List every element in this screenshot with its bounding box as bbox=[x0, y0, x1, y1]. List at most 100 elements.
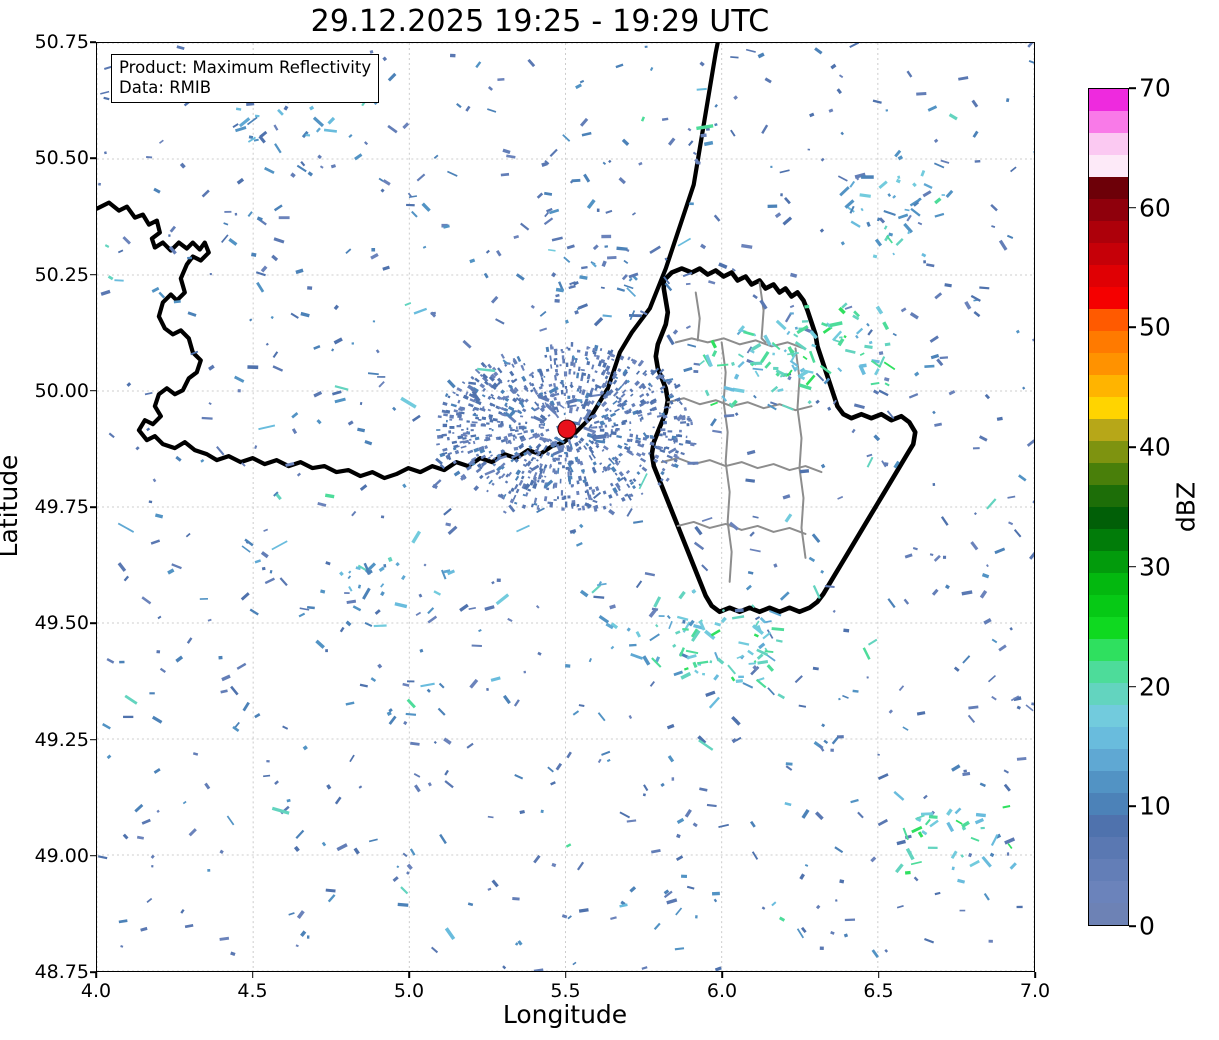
radar-echo-cell bbox=[345, 701, 355, 706]
radar-echo-cell bbox=[933, 138, 939, 143]
radar-echo-cell bbox=[860, 207, 864, 212]
radar-echo-cell bbox=[944, 584, 950, 590]
radar-echo-cell bbox=[618, 471, 624, 477]
radar-echo-cell bbox=[649, 680, 655, 687]
radar-echo-cell bbox=[459, 406, 466, 411]
radar-echo-cell bbox=[873, 434, 881, 442]
radar-echo-cell bbox=[508, 504, 516, 513]
radar-echo-cell bbox=[566, 445, 570, 452]
radar-echo-cell bbox=[934, 212, 945, 218]
colorbar-band bbox=[1089, 155, 1128, 177]
radar-echo-cell bbox=[808, 350, 816, 364]
radar-echo-cell bbox=[291, 412, 299, 419]
radar-echo-cell bbox=[602, 362, 607, 368]
radar-echo-cell bbox=[586, 379, 590, 384]
radar-echo-cell bbox=[939, 356, 949, 360]
radar-echo-cell bbox=[990, 203, 998, 212]
radar-echo-cell bbox=[529, 479, 535, 486]
radar-echo-cell bbox=[759, 616, 767, 624]
radar-echo-cell bbox=[153, 768, 161, 774]
radar-echo-cell bbox=[577, 507, 582, 511]
radar-echo-cell bbox=[1031, 702, 1034, 707]
radar-echo-cell bbox=[525, 421, 528, 425]
radar-echo-cell bbox=[619, 903, 628, 908]
radar-echo-cell bbox=[445, 419, 448, 423]
radar-echo-cell bbox=[354, 153, 363, 161]
radar-echo-cell bbox=[743, 330, 755, 337]
radar-echo-cell bbox=[447, 395, 451, 399]
radar-echo-cell bbox=[653, 596, 662, 608]
radar-echo-cell bbox=[444, 769, 449, 776]
radar-echo-cell bbox=[359, 401, 363, 406]
x-tick-label: 4.0 bbox=[80, 980, 112, 1002]
radar-echo-cell bbox=[1013, 529, 1022, 538]
radar-echo-cell bbox=[819, 364, 832, 375]
radar-echo-cell bbox=[479, 466, 483, 470]
radar-echo-cell bbox=[756, 653, 764, 660]
radar-echo-cell bbox=[964, 300, 972, 310]
radar-echo-cell bbox=[563, 412, 566, 416]
radar-echo-cell bbox=[171, 563, 182, 570]
radar-echo-cell bbox=[582, 471, 585, 474]
radar-echo-cell bbox=[666, 334, 675, 346]
radar-echo-cell bbox=[996, 416, 1003, 421]
radar-echo-cell bbox=[108, 432, 115, 439]
radar-echo-cell bbox=[400, 396, 417, 409]
radar-echo-cell bbox=[593, 317, 604, 327]
radar-echo-cell bbox=[752, 294, 758, 300]
colorbar-band bbox=[1089, 441, 1128, 463]
radar-echo-cell bbox=[351, 342, 355, 345]
radar-echo-cell bbox=[404, 302, 412, 307]
radar-echo-cell bbox=[921, 830, 928, 836]
radar-echo-cell bbox=[500, 389, 505, 395]
radar-echo-cell bbox=[536, 449, 540, 453]
radar-echo-cell bbox=[685, 325, 691, 330]
radar-echo-cell bbox=[800, 926, 807, 934]
radar-echo-cell bbox=[541, 479, 545, 483]
radar-echo-cell bbox=[415, 611, 422, 616]
radar-echo-cell bbox=[347, 575, 352, 580]
radar-echo-cell bbox=[535, 453, 540, 457]
radar-echo-cell bbox=[945, 189, 954, 198]
radar-echo-cell bbox=[906, 214, 912, 222]
radar-echo-cell bbox=[679, 429, 682, 433]
radar-echo-cell bbox=[621, 274, 628, 281]
radar-echo-cell bbox=[572, 961, 577, 966]
radar-echo-cell bbox=[316, 419, 322, 425]
radar-echo-cell bbox=[553, 482, 558, 488]
radar-echo-cell bbox=[731, 715, 741, 726]
radar-echo-cell bbox=[682, 619, 686, 624]
x-tick-label: 6.5 bbox=[863, 980, 894, 1002]
radar-echo-cell bbox=[652, 426, 655, 429]
radar-echo-cell bbox=[582, 416, 590, 424]
radar-echo-cell bbox=[247, 136, 257, 143]
radar-echo-cell bbox=[955, 819, 963, 825]
radar-echo-cell bbox=[543, 464, 548, 469]
y-tick-label: 49.00 bbox=[34, 844, 89, 867]
radar-echo-cell bbox=[780, 193, 783, 197]
radar-echo-cell bbox=[230, 685, 239, 696]
radar-echo-cell bbox=[453, 444, 459, 448]
radar-echo-cell bbox=[519, 435, 525, 440]
radar-echo-cell bbox=[562, 465, 565, 469]
radar-echo-cell bbox=[930, 353, 940, 360]
radar-echo-cell bbox=[666, 614, 671, 620]
radar-echo-cell bbox=[1006, 234, 1014, 239]
radar-echo-cell bbox=[514, 475, 520, 481]
radar-echo-cell bbox=[802, 355, 808, 361]
radar-echo-cell bbox=[520, 398, 526, 404]
radar-echo-cell bbox=[496, 578, 501, 583]
radar-echo-cell bbox=[663, 378, 674, 382]
radar-echo-cell bbox=[639, 418, 642, 422]
radar-echo-cell bbox=[799, 873, 805, 880]
radar-echo-cell bbox=[614, 408, 620, 413]
radar-echo-cell bbox=[634, 439, 641, 444]
radar-echo-cell bbox=[608, 380, 613, 386]
radar-echo-cell bbox=[119, 660, 125, 664]
radar-echo-cell bbox=[884, 949, 889, 953]
radar-echo-cell bbox=[546, 451, 551, 456]
radar-echo-cell bbox=[548, 208, 560, 215]
radar-echo-cell bbox=[693, 369, 699, 374]
radar-echo-cell bbox=[523, 483, 531, 491]
radar-echo-cell bbox=[888, 709, 894, 714]
